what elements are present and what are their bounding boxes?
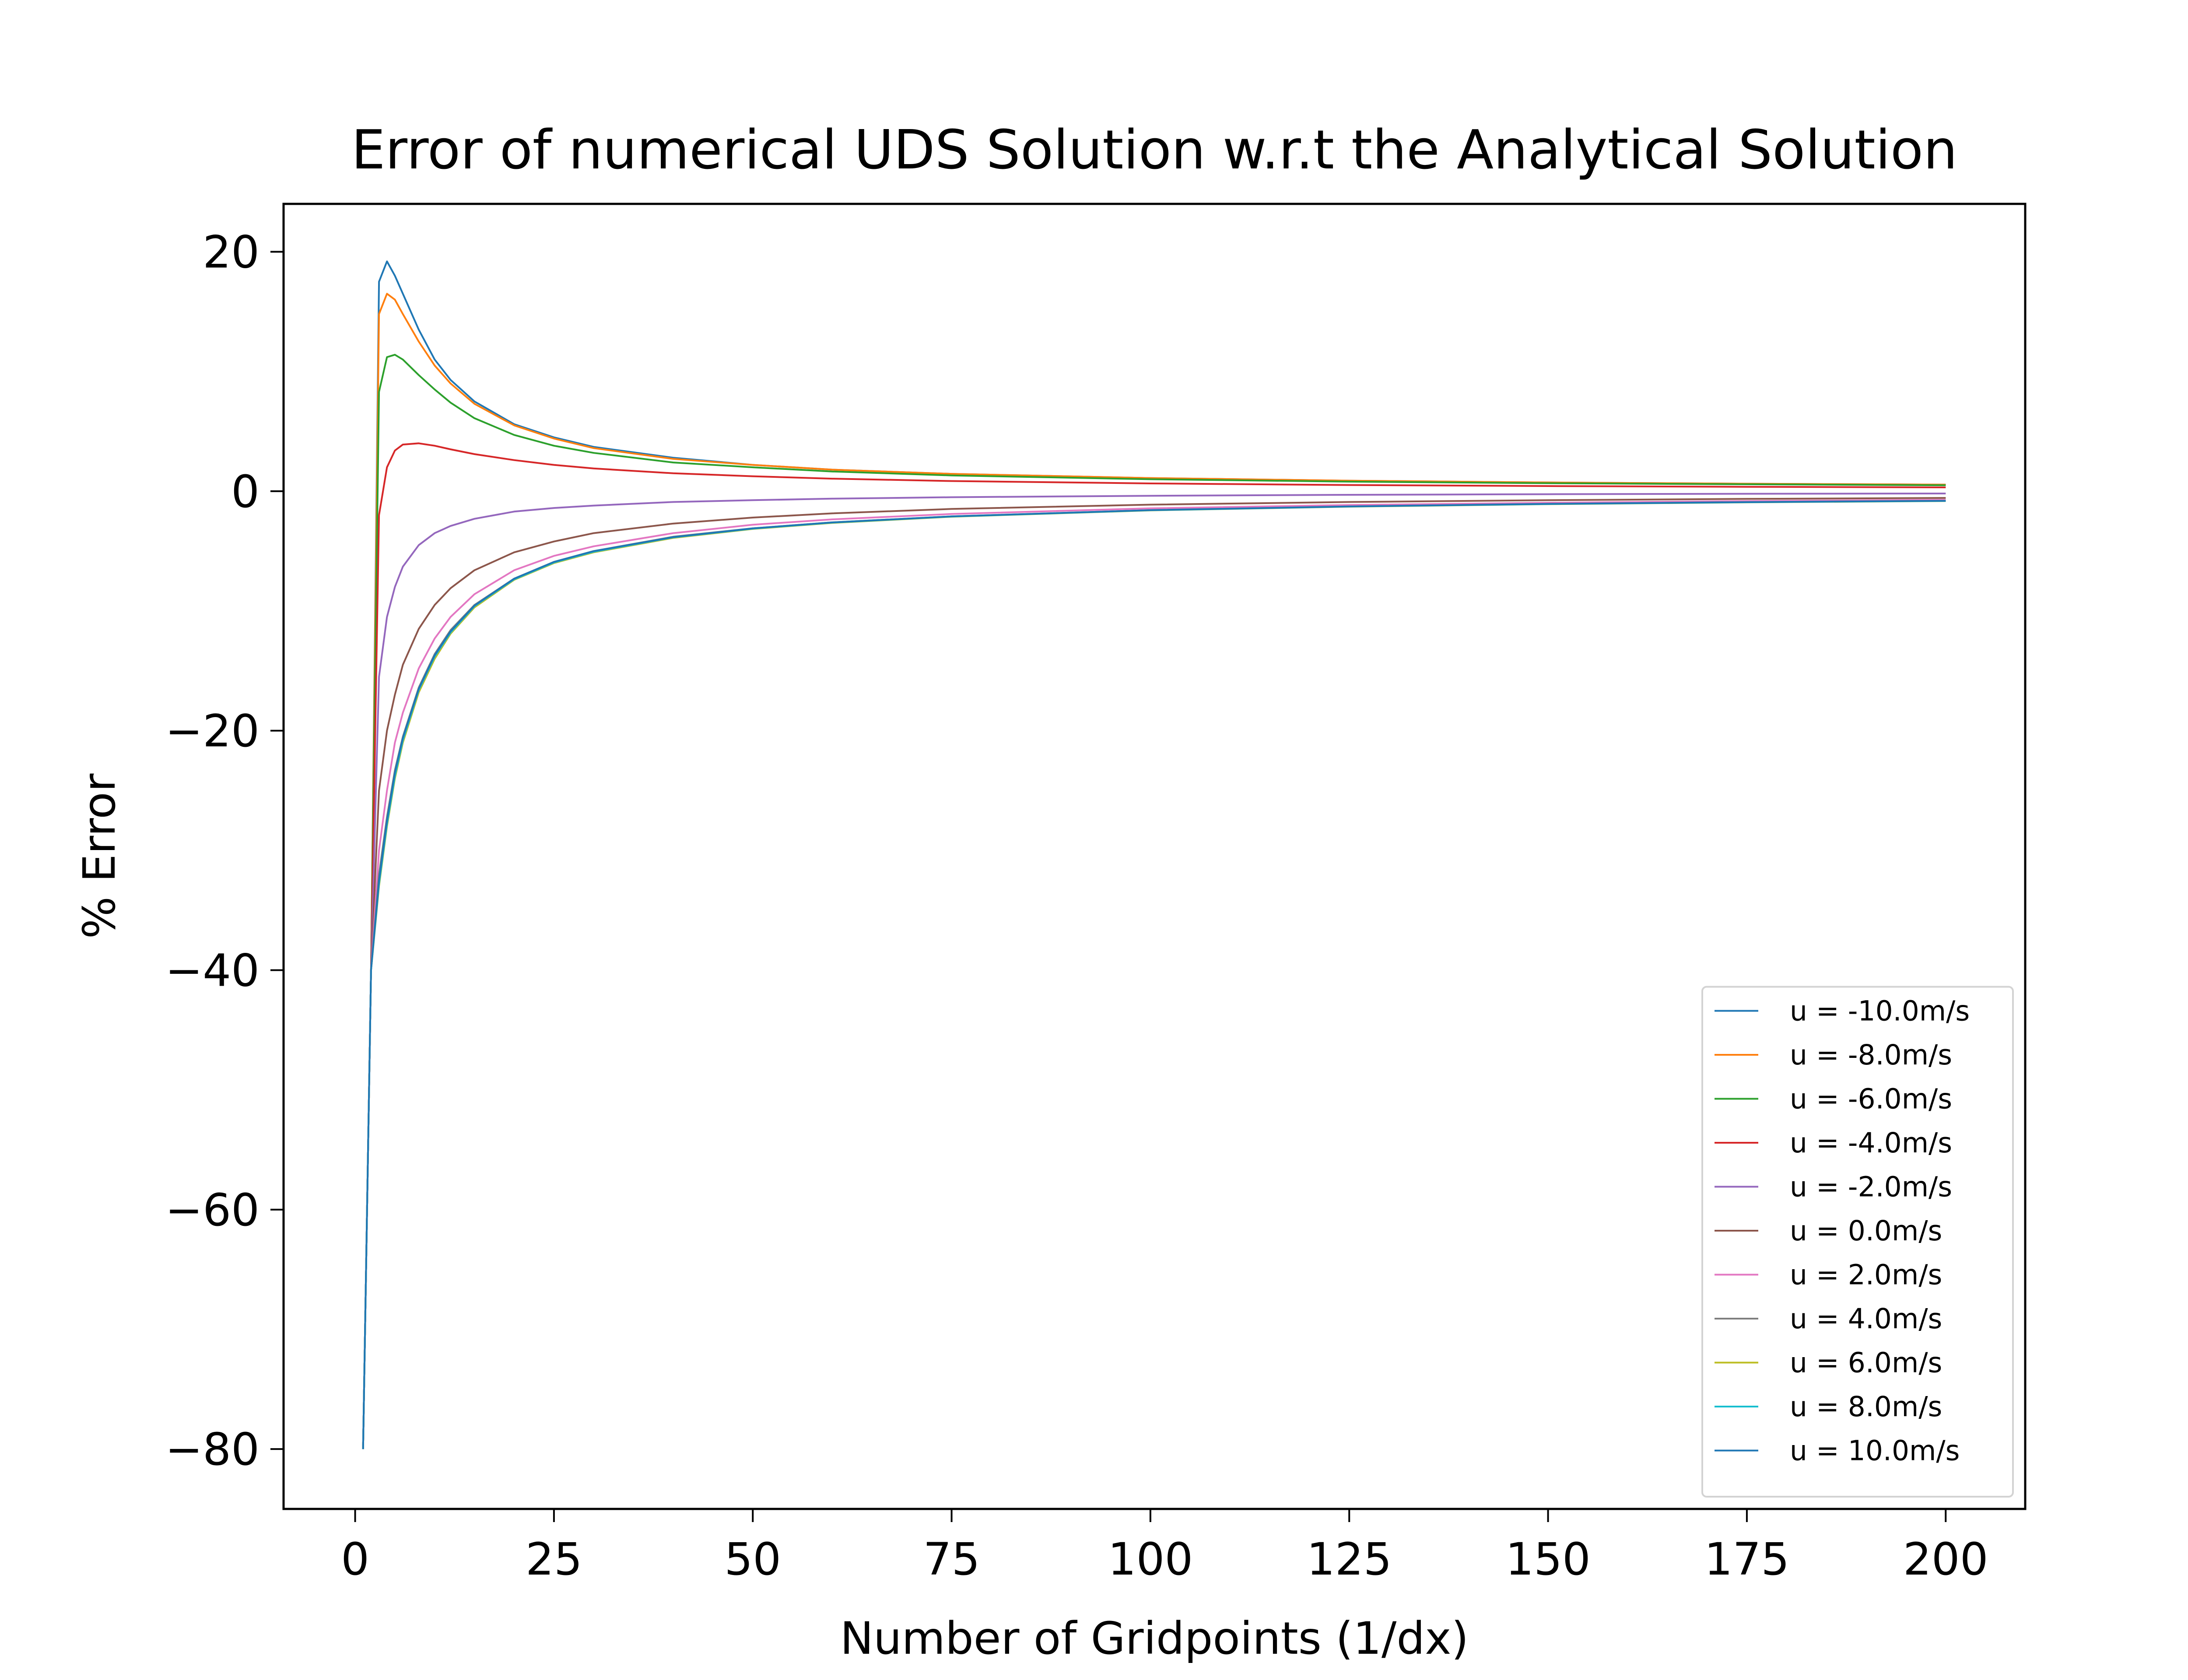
legend-label: u = 0.0m/s	[1790, 1215, 1942, 1247]
series-line-1	[362, 293, 1946, 1449]
legend-label: u = 2.0m/s	[1790, 1259, 1942, 1291]
legend-label: u = -2.0m/s	[1790, 1171, 1952, 1203]
legend: u = -10.0m/s u = -8.0m/s u = -6.0m/s u = -4…	[1701, 986, 2014, 1498]
legend-label: u = 10.0m/s	[1790, 1435, 1960, 1467]
y-tick-label: 20	[203, 226, 259, 278]
series-line-6	[362, 499, 1946, 1449]
legend-label: u = -4.0m/s	[1790, 1127, 1952, 1159]
x-tick-label: 0	[341, 1533, 369, 1586]
x-axis-label: Number of Gridpoints (1/dx)	[840, 1613, 1469, 1665]
series-line-5	[362, 497, 1946, 1449]
plot-frame	[282, 203, 2027, 1510]
legend-label: u = -8.0m/s	[1790, 1039, 1952, 1071]
x-tick-label: 100	[1108, 1533, 1193, 1586]
y-tick-label: 0	[231, 466, 259, 518]
chart-title: Error of numerical UDS Solution w.r.t th…	[351, 119, 1957, 182]
x-tick-label: 75	[923, 1533, 980, 1586]
y-tick-label: −20	[165, 705, 259, 757]
y-tick-label: −80	[165, 1424, 259, 1476]
x-tick-label: 125	[1307, 1533, 1392, 1586]
legend-label: u = 4.0m/s	[1790, 1303, 1942, 1335]
series-lines	[362, 260, 1946, 1449]
plot-area	[362, 260, 1946, 1449]
legend-label: u = -10.0m/s	[1790, 995, 1970, 1027]
series-line-3	[362, 442, 1946, 1449]
legend-label: u = -6.0m/s	[1790, 1083, 1952, 1115]
x-tick-label: 200	[1903, 1533, 1988, 1586]
legend-box	[1701, 986, 2014, 1498]
series-line-10	[362, 500, 1946, 1449]
x-tick-label: 25	[526, 1533, 582, 1586]
x-tick-label: 50	[724, 1533, 781, 1586]
x-tick-label: 175	[1704, 1533, 1790, 1586]
y-tick-label: −40	[165, 945, 259, 997]
y-axis-label: % Error	[74, 774, 126, 939]
series-line-2	[362, 354, 1946, 1449]
legend-label: u = 8.0m/s	[1790, 1391, 1942, 1423]
legend-label: u = 6.0m/s	[1790, 1347, 1942, 1379]
y-tick-label: −60	[165, 1184, 259, 1236]
x-tick-label: 150	[1505, 1533, 1591, 1586]
series-line-4	[362, 493, 1946, 1449]
